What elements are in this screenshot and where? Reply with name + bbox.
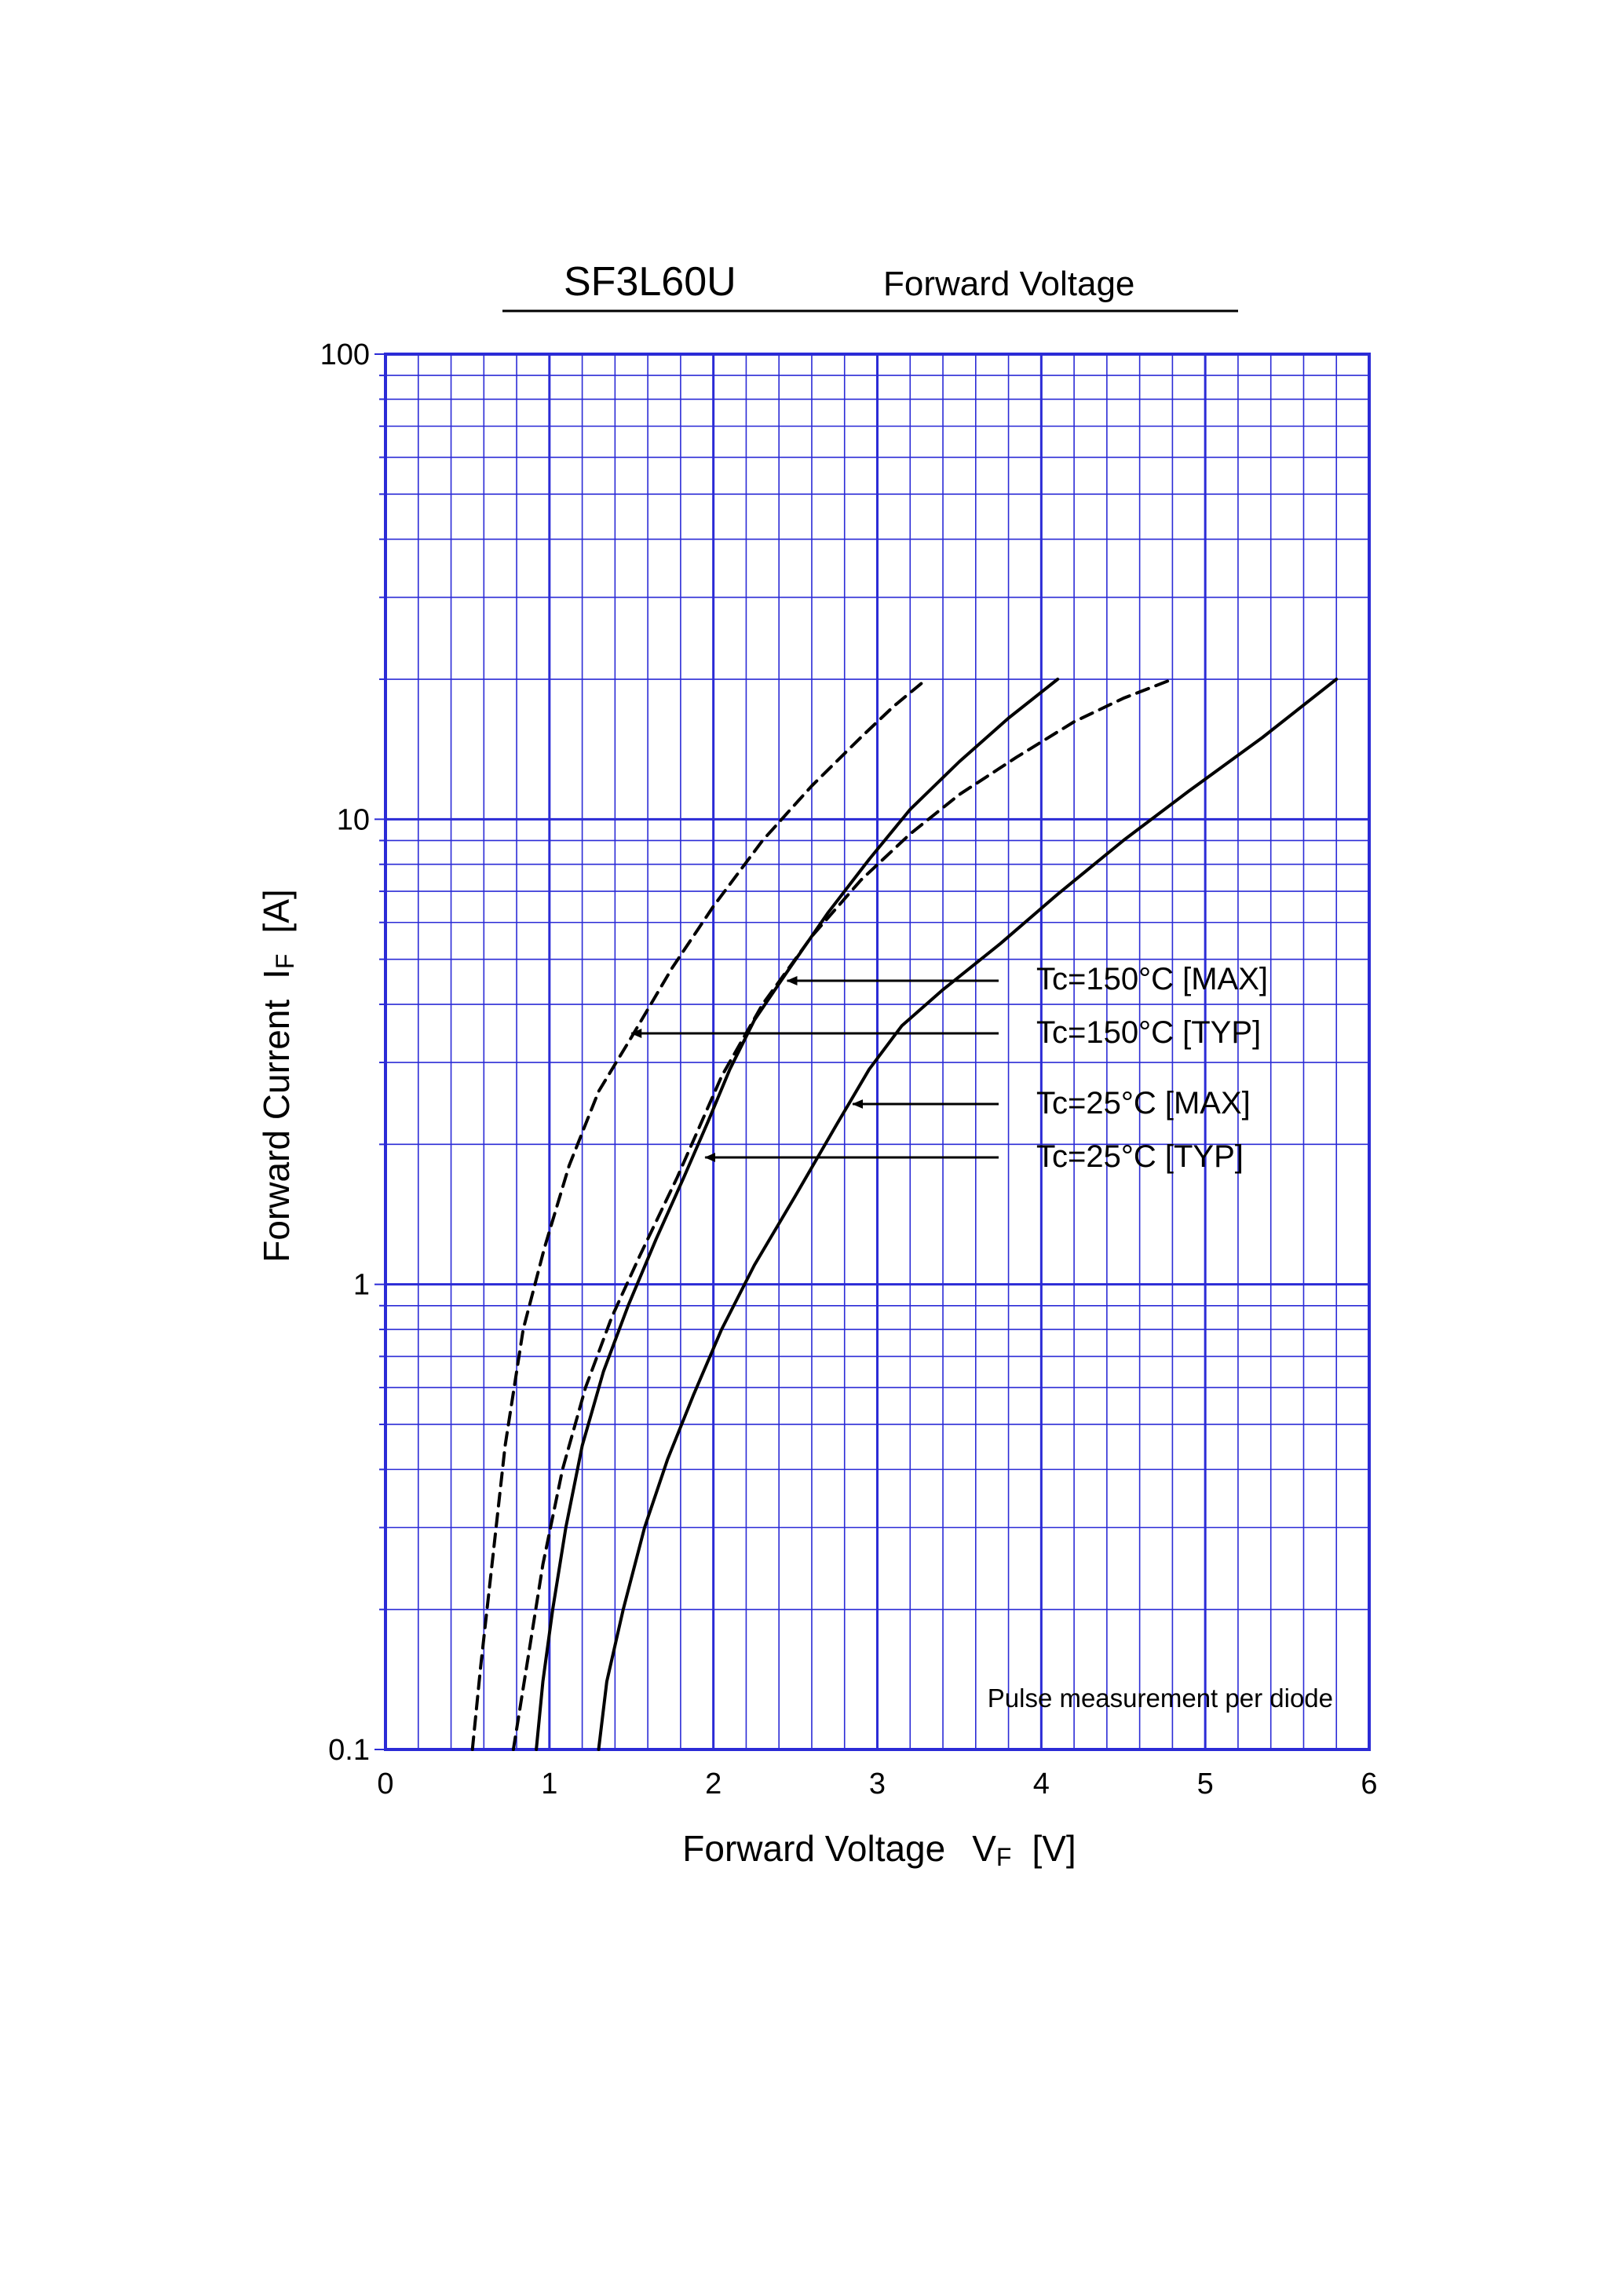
series-line-3 (535, 678, 1060, 1751)
pulse-note: Pulse measurement per diode (988, 1684, 1333, 1713)
y-axis-symbol: I (256, 969, 297, 979)
plot-frame (384, 353, 1371, 1751)
x-axis-symbol: V (972, 1828, 996, 1869)
annotation-label-0: Tc=150°C [MAX] (1036, 962, 1268, 996)
annotation-label-2: Tc=25°C [MAX] (1036, 1086, 1251, 1121)
y-axis-subscript: F (271, 954, 299, 970)
x-tick-label: 2 (705, 1768, 721, 1801)
y-tick-label: 1 (353, 1269, 370, 1302)
chart-title: SF3L60U (564, 259, 736, 305)
x-axis-label-text: Forward Voltage (682, 1828, 945, 1869)
curves (470, 678, 1339, 1751)
tick-labels: 0 1 2 3 4 5 6 0.1 1 10 100 (320, 338, 1378, 1801)
y-axis-label-text: Forward Current (256, 1000, 297, 1263)
series-line-1 (470, 678, 929, 1751)
x-tick-label: 4 (1033, 1768, 1050, 1801)
y-axis-unit: [A] (256, 889, 297, 933)
x-tick-label: 0 (377, 1768, 393, 1801)
y-tick-label: 100 (320, 338, 370, 371)
chart-subtitle: Forward Voltage (883, 265, 1134, 303)
x-tick-label: 1 (541, 1768, 557, 1801)
x-axis-label: Forward Voltage VF [V] (682, 1828, 1076, 1871)
x-tick-label: 3 (869, 1768, 886, 1801)
annotation-label-3: Tc=25°C [TYP] (1036, 1139, 1244, 1174)
series-line-2 (597, 678, 1339, 1751)
series-line-0 (511, 678, 1174, 1751)
x-axis-subscript: F (996, 1843, 1012, 1871)
x-tick-label: 5 (1197, 1768, 1214, 1801)
y-tick-label: 0.1 (328, 1734, 370, 1767)
x-tick-label: 6 (1361, 1768, 1377, 1801)
annotations: Tc=150°C [MAX] Tc=150°C [TYP] Tc=25°C [MAX… (630, 962, 1268, 1174)
x-axis-unit: [V] (1032, 1828, 1076, 1869)
y-axis-label: Forward Current IF [A] (256, 889, 299, 1262)
grid (374, 353, 1371, 1751)
annotation-label-1: Tc=150°C [TYP] (1036, 1015, 1261, 1050)
y-tick-label: 10 (337, 803, 370, 836)
